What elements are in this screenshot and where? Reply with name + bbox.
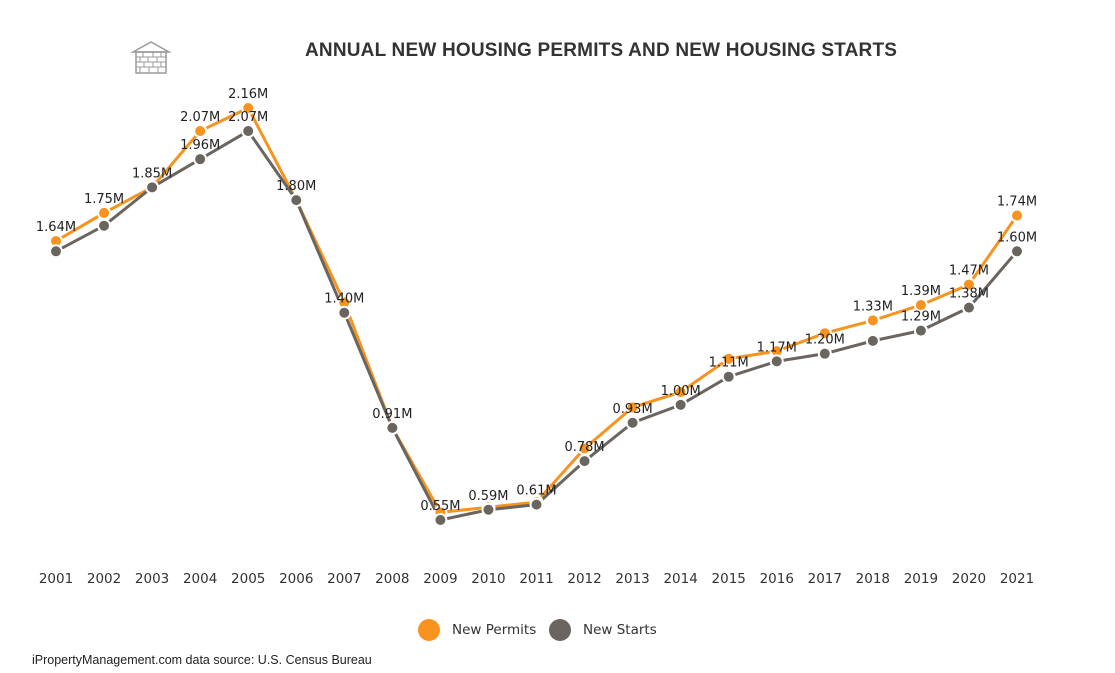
data-point-new-starts[interactable] (241, 124, 256, 139)
x-tick-label: 2014 (663, 571, 697, 587)
data-label-new-starts: 0.61M (516, 484, 556, 499)
data-label-new-permits: 1.85M (132, 166, 172, 181)
data-point-new-starts[interactable] (385, 420, 400, 435)
data-label-new-starts: 1.80M (276, 179, 316, 194)
data-point-new-permits[interactable] (913, 298, 928, 313)
data-label-new-starts: 0.93M (613, 402, 653, 417)
data-label-new-starts: 1.11M (709, 356, 749, 371)
data-label-new-starts: 0.78M (564, 440, 604, 455)
data-label-new-starts: 1.29M (901, 310, 941, 325)
data-point-new-permits[interactable] (241, 101, 256, 115)
legend: New Permits New Starts (0, 618, 1115, 642)
x-tick-label: 2007 (327, 571, 361, 587)
data-point-new-permits[interactable] (97, 205, 112, 220)
x-tick-label: 2001 (39, 571, 73, 587)
legend-swatch-new-permits (418, 619, 440, 641)
x-tick-label: 2013 (615, 571, 649, 587)
legend-label-new-starts: New Starts (583, 622, 657, 638)
data-point-new-starts[interactable] (481, 502, 496, 517)
data-label-new-permits: 2.16M (228, 87, 268, 102)
data-point-new-starts[interactable] (769, 354, 784, 369)
data-point-new-starts[interactable] (193, 152, 208, 167)
data-point-new-permits[interactable] (625, 400, 640, 415)
data-label-new-starts: 1.40M (324, 292, 364, 307)
data-point-new-permits[interactable] (193, 124, 208, 139)
data-point-new-starts[interactable] (433, 513, 448, 527)
data-point-new-starts[interactable] (529, 497, 544, 512)
data-label-new-permits: 2.07M (180, 110, 220, 125)
legend-item-new-starts[interactable]: New Starts (549, 618, 657, 642)
x-tick-label: 2018 (856, 571, 890, 587)
data-label-new-starts: 0.55M (420, 499, 460, 514)
data-point-new-starts[interactable] (961, 300, 976, 315)
data-point-new-starts[interactable] (1010, 244, 1024, 259)
data-label-new-starts: 1.17M (757, 340, 797, 355)
data-point-new-starts[interactable] (49, 244, 63, 259)
data-point-new-permits[interactable] (961, 277, 976, 292)
data-point-new-permits[interactable] (1010, 208, 1024, 223)
x-tick-label: 2016 (760, 571, 794, 587)
x-tick-label: 2003 (135, 571, 169, 587)
x-tick-label: 2017 (808, 571, 842, 587)
x-tick-label: 2010 (471, 571, 505, 587)
data-point-new-starts[interactable] (337, 305, 352, 320)
data-label-new-starts: 1.00M (661, 384, 701, 399)
data-label-new-starts: 1.60M (997, 230, 1037, 245)
data-label-new-permits: 1.75M (84, 192, 124, 207)
source-note: iPropertyManagement.com data source: U.S… (32, 653, 372, 667)
data-point-new-permits[interactable] (721, 351, 736, 366)
data-point-new-starts[interactable] (289, 193, 304, 208)
x-tick-label: 2012 (567, 571, 601, 587)
data-point-new-starts[interactable] (577, 454, 592, 469)
data-point-new-starts[interactable] (673, 397, 688, 412)
data-label-new-permits: 1.47M (949, 264, 989, 279)
data-label-new-starts: 1.96M (180, 138, 220, 153)
data-point-new-starts[interactable] (145, 180, 160, 195)
x-tick-label: 2011 (519, 571, 553, 587)
data-label-new-permits: 1.33M (853, 299, 893, 314)
data-label-new-starts: 1.38M (949, 287, 989, 302)
chart-title: ANNUAL NEW HOUSING PERMITS AND NEW HOUSI… (305, 40, 898, 61)
data-point-new-starts[interactable] (721, 369, 736, 384)
x-tick-label: 2008 (375, 571, 409, 587)
legend-item-new-permits[interactable]: New Permits (418, 618, 536, 642)
x-tick-label: 2015 (712, 571, 746, 587)
data-point-new-starts[interactable] (865, 333, 880, 348)
house-brick-icon (130, 40, 172, 74)
data-point-new-starts[interactable] (913, 323, 928, 338)
data-point-new-starts[interactable] (625, 415, 640, 430)
legend-swatch-new-starts (549, 619, 571, 641)
data-label-new-permits: 1.64M (36, 220, 76, 235)
data-label-new-starts: 1.20M (805, 333, 845, 348)
data-point-new-starts[interactable] (97, 218, 112, 233)
x-tick-label: 2021 (1000, 571, 1034, 587)
data-label-new-starts: 2.07M (228, 110, 268, 125)
x-tick-label: 2002 (87, 571, 121, 587)
x-tick-label: 2020 (952, 571, 986, 587)
x-tick-label: 2019 (904, 571, 938, 587)
line-chart: 2001 2002 2003 2004 2005 2006 2007 2008 2009 2010… (36, 87, 1037, 587)
data-label-new-permits: 1.39M (901, 284, 941, 299)
legend-label-new-permits: New Permits (452, 622, 537, 638)
data-label-new-starts: 0.59M (468, 489, 508, 504)
data-point-new-permits[interactable] (817, 326, 832, 341)
x-tick-label: 2005 (231, 571, 265, 587)
data-label-new-permits: 1.74M (997, 194, 1037, 209)
x-tick-label: 2009 (423, 571, 457, 587)
data-label-new-starts: 0.91M (372, 407, 412, 422)
data-point-new-permits[interactable] (865, 313, 880, 328)
x-tick-label: 2006 (279, 571, 313, 587)
x-tick-label: 2004 (183, 571, 217, 587)
data-point-new-starts[interactable] (817, 346, 832, 361)
